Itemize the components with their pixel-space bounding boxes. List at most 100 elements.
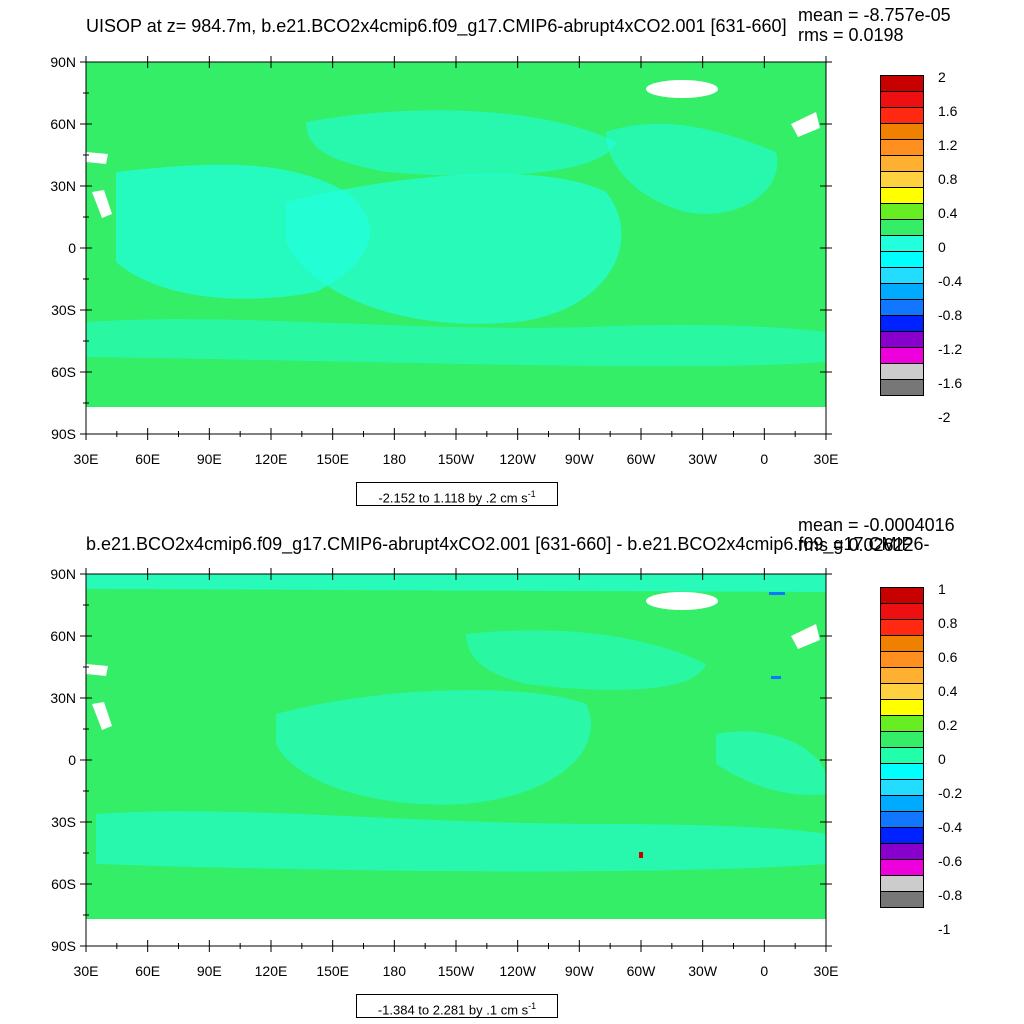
ice-patch (92, 702, 112, 730)
colorbar-swatch (880, 203, 924, 220)
stats-rms: rms = 0.02622 (798, 535, 914, 555)
map-axes: 90N 60N 30N 0 30S 60S 90S 30E 60E 90E 120E 150E 180… (50, 54, 839, 467)
ocean-patch (606, 123, 778, 214)
lat-label: 30N (50, 690, 76, 706)
colorbar-swatch (880, 795, 924, 812)
colorbar-swatch (880, 283, 924, 300)
colorbar-swatch (880, 331, 924, 348)
colorbar-swatch (880, 251, 924, 268)
colorbar-label: -0.8 (938, 307, 963, 323)
ice-patch (646, 80, 718, 98)
lat-label: 60N (50, 116, 76, 132)
colorbar-swatch (880, 155, 924, 172)
colorbar-swatch (880, 763, 924, 780)
range-sup: -1 (527, 489, 536, 499)
colorbar-label: 0.6 (938, 649, 958, 665)
ice-patch (86, 152, 108, 164)
lon-label: 120W (499, 451, 536, 467)
colorbar-swatch (880, 75, 924, 92)
bottom-panel: b.e21.BCO2x4cmip6.f09_g17.CMIP6-abrupt4x… (0, 512, 1024, 1024)
stats-mean: mean = -8.757e-05 (798, 5, 951, 25)
lat-label: 30S (51, 814, 76, 830)
colorbar-swatch (880, 603, 924, 620)
range-text: -1.384 to 2.281 by .1 cm s (377, 1002, 529, 1018)
colorbar-swatch (880, 859, 924, 876)
colorbar-swatch (880, 875, 924, 892)
colorbar-swatch (880, 715, 924, 732)
map-frame (85, 573, 827, 947)
lat-label: 90N (50, 566, 76, 582)
lon-label: 180 (383, 451, 407, 467)
colorbar-label: 0 (938, 751, 946, 767)
map-field (86, 62, 826, 434)
antarctic-mask (86, 407, 826, 434)
lon-label: 150W (438, 451, 475, 467)
colorbar-swatch (880, 123, 924, 140)
lon-label: 150W (438, 963, 475, 979)
colorbar-label: -0.6 (938, 853, 963, 869)
lon-label: 90W (565, 963, 595, 979)
lon-label: 60W (627, 451, 657, 467)
colorbar-swatch (880, 651, 924, 668)
colorbar-label: 0.4 (938, 683, 958, 699)
lon-label: 90W (565, 451, 595, 467)
colorbar-swatch (880, 699, 924, 716)
colorbar-swatch (880, 379, 924, 396)
colorbar-label: 0.8 (938, 615, 958, 631)
colorbar-swatch (880, 811, 924, 828)
colorbar-label: -1.6 (938, 375, 963, 391)
lon-label: 120W (499, 963, 536, 979)
lon-label: 120E (255, 451, 288, 467)
lat-label: 60S (51, 876, 76, 892)
colorbar-swatch (880, 619, 924, 636)
ocean-patch (86, 319, 826, 367)
colorbar (880, 587, 924, 908)
colorbar-swatch (880, 747, 924, 764)
map-field (86, 574, 826, 946)
lon-label: 30E (814, 963, 839, 979)
lon-label: 0 (760, 451, 768, 467)
colorbar-label: -0.8 (938, 887, 963, 903)
ocean-patch (466, 630, 706, 690)
range-text: -2.152 to 1.118 by .2 cm s (378, 490, 528, 506)
panel-title: UISOP at z= 984.7m, b.e21.BCO2x4cmip6.f0… (86, 16, 787, 36)
colorbar-swatch (880, 843, 924, 860)
colorbar-label: 0.2 (938, 717, 958, 733)
ice-patch (791, 624, 820, 649)
colorbar-swatch (880, 363, 924, 380)
colorbar-label: 2 (938, 69, 946, 85)
lat-label: 90S (51, 426, 76, 442)
colorbar-label: 0.8 (938, 171, 958, 187)
colorbar-swatch (880, 587, 924, 604)
colorbar-label: 1.6 (938, 103, 958, 119)
colorbar (880, 75, 924, 396)
lon-label: 30E (74, 963, 99, 979)
range-label: -2.152 to 1.118 by .2 cm s-1 (356, 482, 558, 506)
colorbar-swatch (880, 107, 924, 124)
lon-label: 60E (135, 963, 160, 979)
ocean-patch (286, 173, 622, 324)
colorbar-swatch (880, 235, 924, 252)
colorbar-swatch (880, 219, 924, 236)
ocean-patch (96, 811, 826, 872)
ocean-patch (276, 690, 591, 805)
colorbar-label: -1 (938, 921, 951, 937)
lat-label: 0 (68, 752, 76, 768)
lat-label: 60N (50, 628, 76, 644)
lon-label: 150E (316, 963, 349, 979)
lon-label: 30E (814, 451, 839, 467)
ice-patch (92, 190, 112, 218)
lat-label: 0 (68, 240, 76, 256)
anomaly-spot (769, 592, 785, 595)
colorbar-swatch (880, 187, 924, 204)
colorbar-label: 1.2 (938, 137, 958, 153)
colorbar-label: -0.4 (938, 819, 963, 835)
colorbar-swatch (880, 299, 924, 316)
lon-label: 180 (383, 963, 407, 979)
lon-label: 30E (74, 451, 99, 467)
ocean-patch (716, 731, 826, 795)
ice-patch (86, 664, 108, 676)
colorbar-swatch (880, 731, 924, 748)
lon-label: 60E (135, 451, 160, 467)
panel-title: b.e21.BCO2x4cmip6.f09_g17.CMIP6-abrupt4x… (86, 534, 930, 554)
